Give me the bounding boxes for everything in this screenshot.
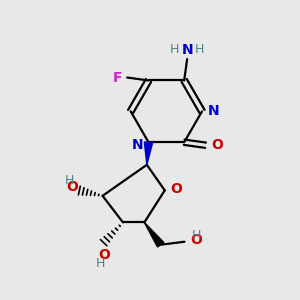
Text: O: O <box>98 248 110 262</box>
Polygon shape <box>144 142 153 165</box>
Text: H: H <box>170 43 179 56</box>
Text: N: N <box>208 104 220 118</box>
Text: H: H <box>65 174 75 187</box>
Text: O: O <box>66 180 78 194</box>
Polygon shape <box>144 222 164 247</box>
Text: N: N <box>131 138 143 152</box>
Text: N: N <box>181 43 193 57</box>
Text: H: H <box>96 257 105 270</box>
Text: F: F <box>112 70 122 85</box>
Text: O: O <box>190 233 202 247</box>
Text: H: H <box>194 43 204 56</box>
Text: O: O <box>212 138 224 152</box>
Text: O: O <box>170 182 182 196</box>
Text: H: H <box>192 229 202 242</box>
